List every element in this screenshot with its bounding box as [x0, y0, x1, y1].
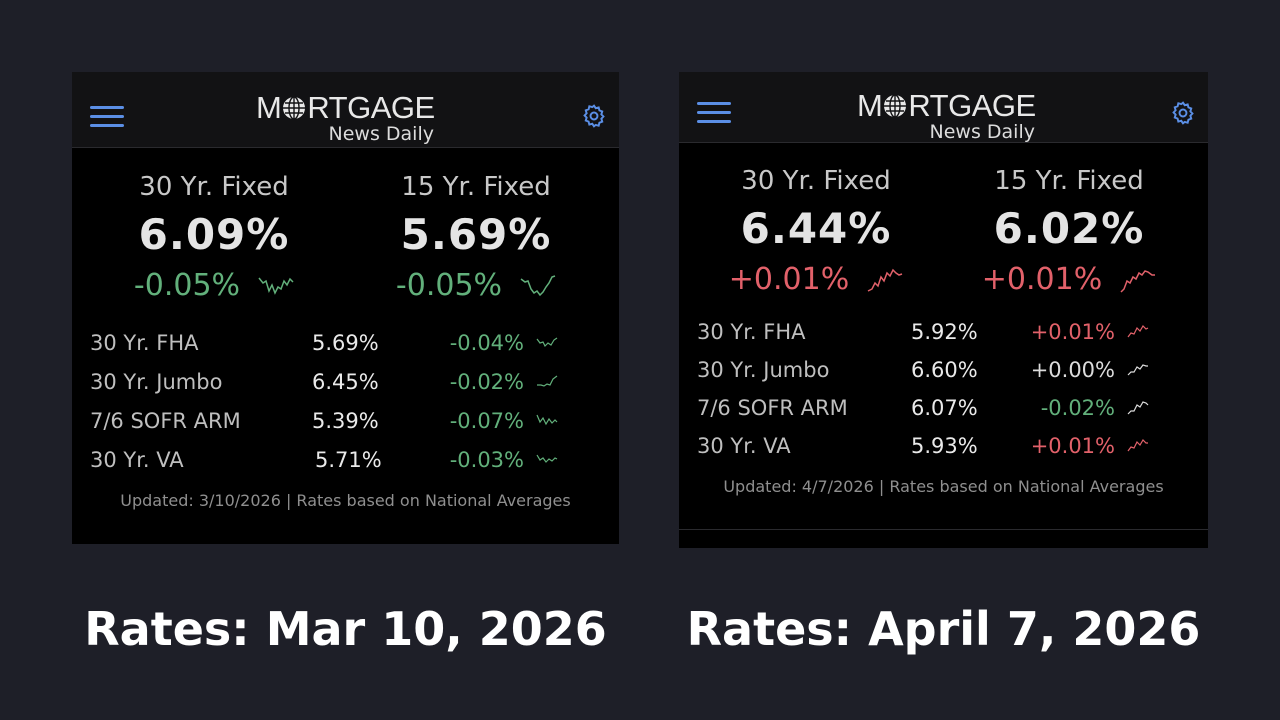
- headline-change: -0.05%: [133, 267, 241, 303]
- rate-row-label: 30 Yr. FHA: [90, 331, 199, 355]
- app-header: M RTGAGE News Daily: [679, 72, 1208, 143]
- gear-icon[interactable]: [581, 103, 607, 129]
- headline-change: +0.01%: [981, 261, 1103, 297]
- rate-row-label: 7/6 SOFR ARM: [90, 409, 241, 433]
- headline-15yr-fixed[interactable]: 15 Yr. Fixed 5.69% -0.05%: [346, 172, 606, 303]
- updated-footer: Updated: 3/10/2026 | Rates based on Nati…: [120, 491, 571, 510]
- headline-rate: 6.44%: [740, 204, 892, 253]
- rate-row-change: -0.04%: [449, 331, 524, 355]
- headline-15yr-fixed[interactable]: 15 Yr. Fixed 6.02% +0.01%: [939, 166, 1199, 297]
- sparkline-icon: [1127, 439, 1148, 452]
- sparkline-icon: [536, 337, 558, 348]
- sparkline-icon: [1120, 269, 1156, 293]
- mortgage-news-daily-logo[interactable]: M RTGAGE News Daily: [256, 90, 435, 145]
- rate-row-change: -0.02%: [1040, 396, 1115, 420]
- headline-label: 30 Yr. Fixed: [741, 166, 891, 196]
- headline-change: -0.05%: [395, 267, 503, 303]
- rate-row-label: 30 Yr. Jumbo: [90, 370, 223, 394]
- sparkline-icon: [1127, 364, 1148, 376]
- gear-icon[interactable]: [1170, 100, 1196, 126]
- rate-row-value: 5.71%: [315, 448, 382, 472]
- app-header: M RTGAGE News Daily: [72, 72, 619, 148]
- rate-row-value: 5.69%: [312, 331, 379, 355]
- rate-row-value: 5.39%: [312, 409, 379, 433]
- sparkline-icon: [537, 375, 558, 387]
- mortgage-news-daily-logo[interactable]: M RTGAGE News Daily: [857, 88, 1036, 143]
- rate-row-value: 6.07%: [911, 396, 978, 420]
- sparkline-icon: [258, 277, 294, 295]
- headline-rate: 6.09%: [138, 210, 290, 259]
- updated-footer: Updated: 4/7/2026 | Rates based on Natio…: [723, 477, 1164, 496]
- sparkline-icon: [1127, 401, 1149, 415]
- headline-30yr-fixed[interactable]: 30 Yr. Fixed 6.09% -0.05%: [84, 172, 344, 303]
- menu-icon[interactable]: [90, 106, 124, 128]
- rate-row-label: 30 Yr. VA: [697, 434, 791, 458]
- menu-icon[interactable]: [697, 102, 731, 124]
- sparkline-icon: [867, 268, 903, 292]
- headline-rate: 5.69%: [400, 210, 552, 259]
- headline-label: 15 Yr. Fixed: [401, 172, 551, 202]
- sparkline-icon: [520, 274, 556, 296]
- caption-mar-10: Rates: Mar 10, 2026: [84, 602, 607, 656]
- rates-panel-mar-10: M RTGAGE News Daily 30 Yr. Fixed 6.09% -0…: [72, 72, 619, 544]
- rate-row-value: 5.93%: [911, 434, 978, 458]
- rate-row-change: -0.03%: [449, 448, 524, 472]
- rate-row-value: 6.45%: [312, 370, 379, 394]
- globe-icon: [884, 94, 907, 118]
- rates-panel-apr-7: M RTGAGE News Daily 30 Yr. Fixed 6.44% +0…: [679, 72, 1208, 548]
- sparkline-icon: [1127, 325, 1149, 338]
- headline-change: +0.01%: [728, 261, 850, 297]
- headline-30yr-fixed[interactable]: 30 Yr. Fixed 6.44% +0.01%: [686, 166, 946, 297]
- rate-row-label: 30 Yr. FHA: [697, 320, 806, 344]
- sparkline-icon: [536, 414, 558, 426]
- rate-row-change: +0.01%: [1030, 434, 1115, 458]
- rate-row-label: 7/6 SOFR ARM: [697, 396, 848, 420]
- rate-row-change: -0.02%: [449, 370, 524, 394]
- headline-label: 15 Yr. Fixed: [994, 166, 1144, 196]
- headline-label: 30 Yr. Fixed: [139, 172, 289, 202]
- rate-row-label: 30 Yr. VA: [90, 448, 184, 472]
- caption-apr-7: Rates: April 7, 2026: [686, 602, 1201, 656]
- rate-row-value: 5.92%: [911, 320, 978, 344]
- rate-row-value: 6.60%: [911, 358, 978, 382]
- rate-row-change: +0.00%: [1030, 358, 1115, 382]
- divider: [679, 529, 1208, 530]
- sparkline-icon: [536, 454, 558, 463]
- rate-row-change: +0.01%: [1030, 320, 1115, 344]
- globe-icon: [283, 96, 306, 120]
- rate-row-label: 30 Yr. Jumbo: [697, 358, 830, 382]
- rate-row-change: -0.07%: [449, 409, 524, 433]
- headline-rate: 6.02%: [993, 204, 1145, 253]
